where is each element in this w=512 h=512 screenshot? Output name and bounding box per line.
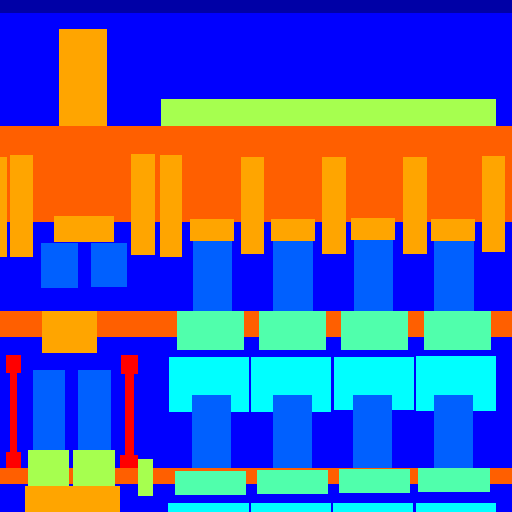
cap	[54, 216, 114, 242]
aqua-bottom-cell	[175, 471, 246, 495]
aqua-cell	[177, 311, 244, 350]
blue-block	[91, 243, 127, 287]
blue-block	[273, 241, 313, 311]
aqua-cell	[259, 311, 326, 350]
aqua-cell	[424, 311, 491, 350]
blue-block	[434, 241, 474, 311]
pillar	[403, 157, 427, 254]
blue-column	[273, 395, 312, 470]
blue-column	[353, 395, 392, 470]
top-bar	[0, 0, 512, 13]
pillar	[0, 157, 7, 257]
red-post-cap	[121, 355, 138, 374]
pillar	[482, 156, 505, 252]
middle-band-block	[42, 311, 97, 353]
blue-block	[354, 240, 393, 311]
red-post	[10, 357, 17, 477]
blue-block	[41, 243, 78, 288]
lime-block	[138, 459, 153, 496]
aqua-bottom-cell	[257, 470, 328, 494]
aqua-bottom-cell	[339, 469, 410, 493]
cap	[351, 218, 395, 240]
cap	[431, 219, 475, 241]
blue-column	[434, 395, 473, 470]
aqua-cell	[341, 311, 408, 350]
lime-block	[28, 450, 69, 488]
blue-block	[193, 241, 232, 311]
cyan-bottom-cell	[251, 503, 331, 512]
orange-base	[25, 486, 120, 512]
aqua-bottom-cell	[418, 468, 490, 492]
orange-tower	[59, 29, 107, 129]
cap	[271, 219, 315, 241]
red-post	[125, 357, 134, 479]
cyan-bottom-cell	[333, 503, 413, 512]
pillar	[10, 155, 33, 257]
cyan-bottom-cell	[416, 503, 496, 512]
cyan-bottom-cell	[168, 503, 249, 512]
pillar	[160, 155, 182, 257]
blue-column	[33, 370, 65, 452]
red-post-cap	[6, 355, 21, 373]
pillar	[131, 154, 155, 255]
blue-column	[78, 370, 111, 452]
blue-column	[192, 395, 231, 470]
lime-block	[73, 450, 115, 488]
cap	[190, 219, 234, 241]
pillar	[241, 157, 264, 254]
pillar	[322, 157, 346, 254]
